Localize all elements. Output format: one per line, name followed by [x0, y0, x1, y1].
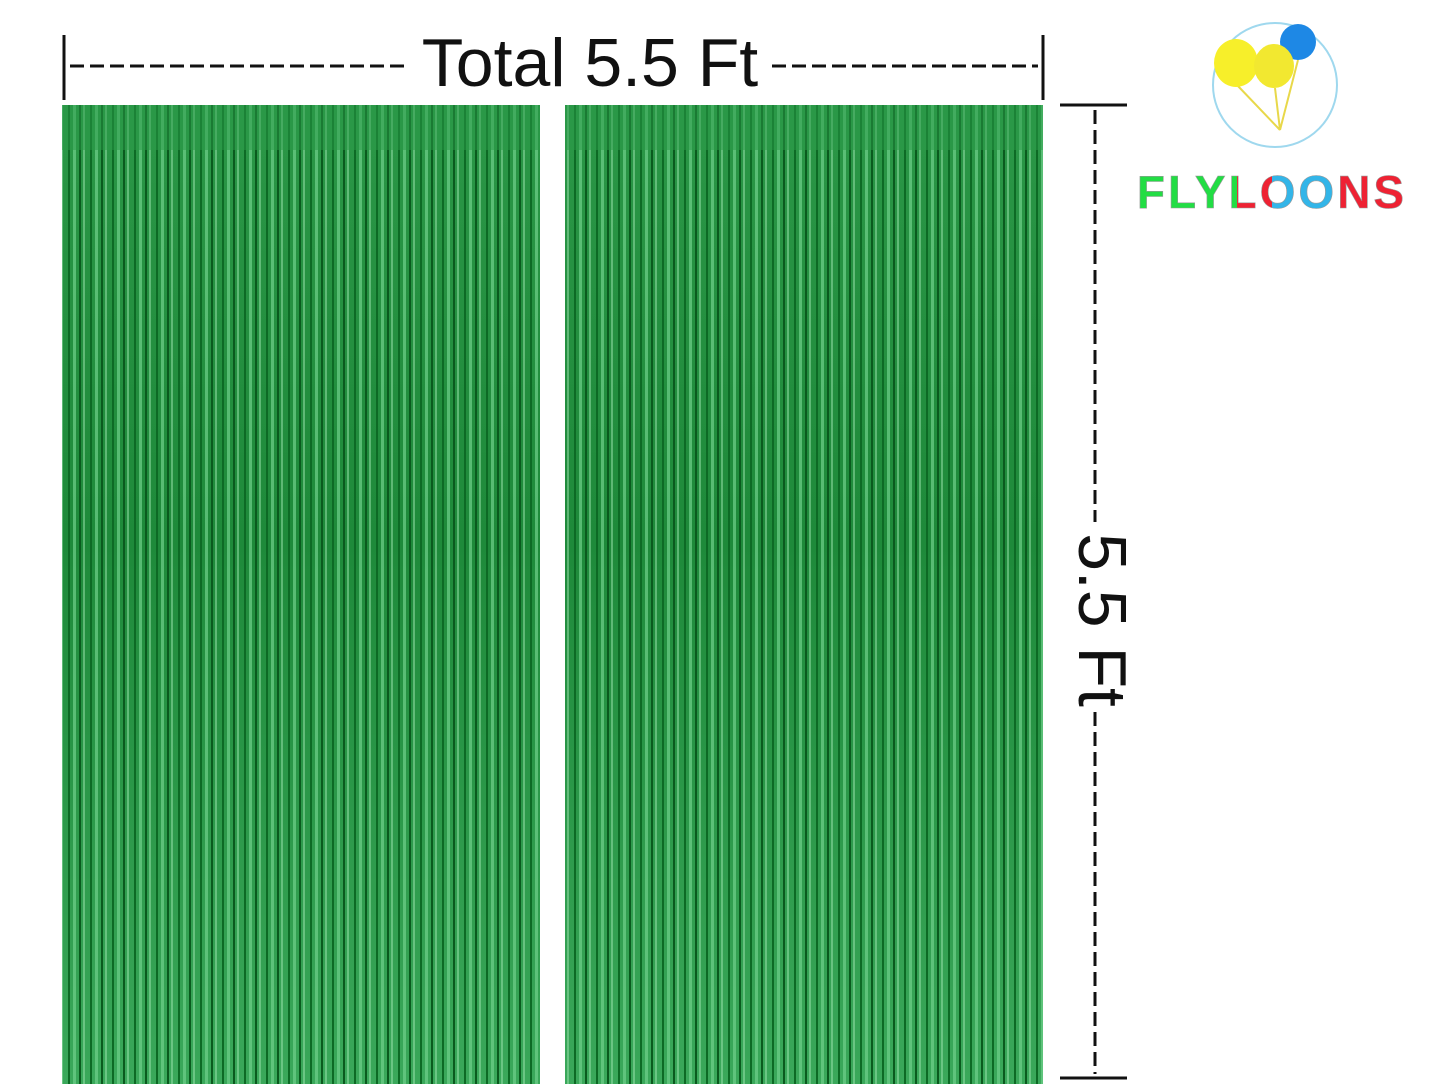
logo-balloon	[1280, 24, 1316, 60]
logo-strings	[1236, 59, 1299, 131]
curtain-header	[565, 105, 1043, 150]
curtain-panel	[62, 105, 540, 1084]
width-label: Total 5.5 Ft	[422, 25, 758, 101]
logo-balloon	[1254, 44, 1294, 88]
logo-balloon	[1214, 39, 1258, 87]
logo-ring	[1212, 22, 1338, 148]
height-label: 5.5 Ft	[1064, 533, 1140, 707]
curtain-panel	[565, 105, 1043, 1084]
curtain-header	[62, 105, 540, 150]
brand-name: FLYLOONS	[1137, 166, 1407, 218]
